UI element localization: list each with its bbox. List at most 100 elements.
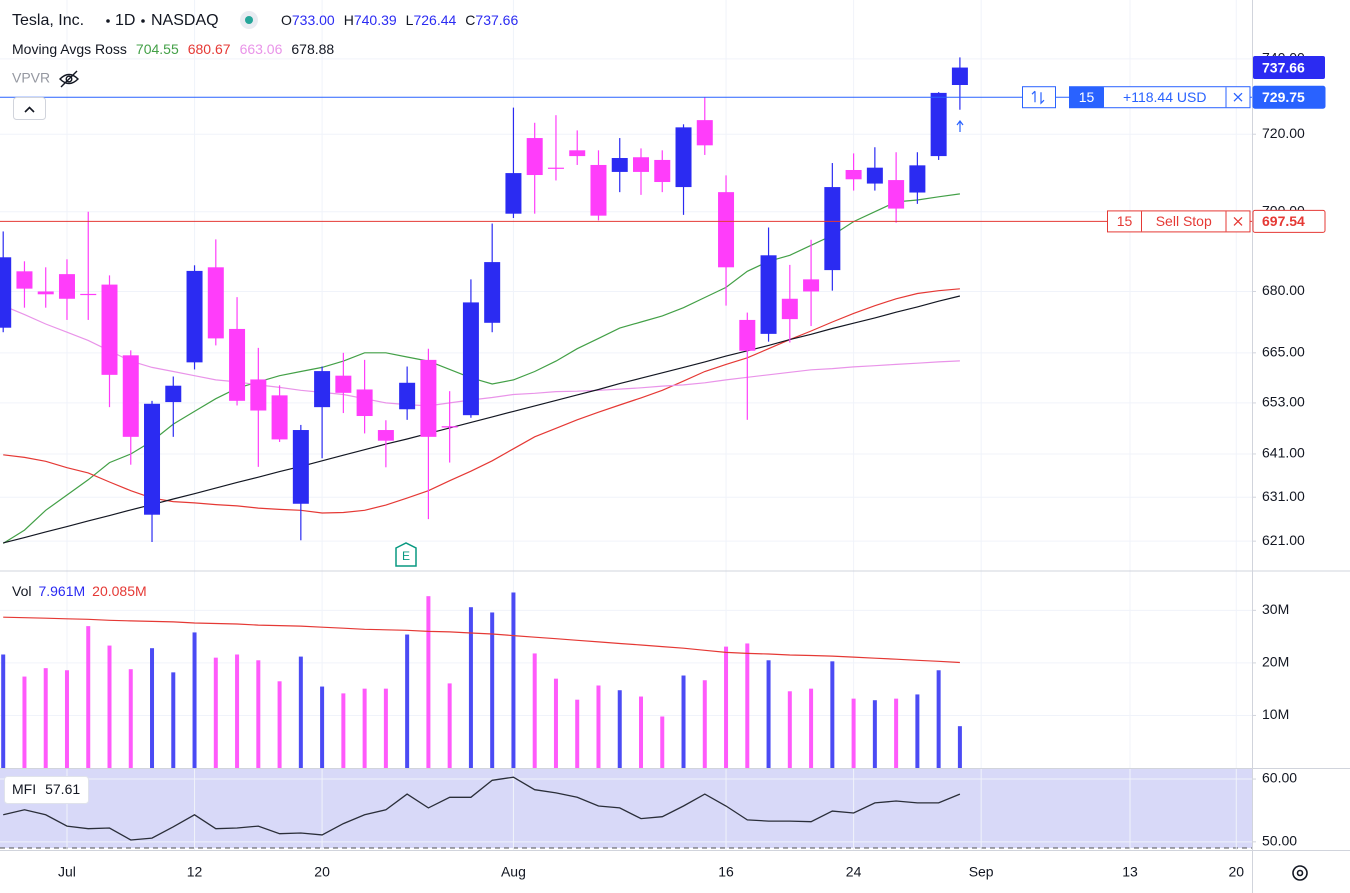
- candle-body: [165, 385, 182, 403]
- x-tick-label: 12: [187, 864, 203, 880]
- candle-body: [80, 293, 97, 296]
- moving-average: [3, 288, 960, 514]
- order-label: 15 +118.44 USD: [1022, 86, 1251, 109]
- volume-bar: [86, 626, 91, 768]
- ma-legend: Moving Avgs Ross 704.55 680.67 663.06 678.88: [12, 41, 334, 57]
- settings-button[interactable]: [1292, 865, 1308, 881]
- volume-bar: [511, 592, 516, 768]
- order-qty: 15: [1079, 89, 1095, 105]
- candle-body: [760, 255, 777, 334]
- volume-bar: [490, 612, 495, 768]
- hidden-indicator: VPVR: [12, 70, 50, 86]
- candle-body: [909, 165, 926, 193]
- candle-body: [207, 267, 224, 339]
- candle-body: [547, 167, 564, 169]
- mfi-value: 57.61: [45, 781, 80, 797]
- candle-body: [888, 180, 905, 209]
- mfi-band: [0, 769, 1252, 848]
- y-tick-label: 30M: [1262, 601, 1289, 617]
- hidden-eye-icon[interactable]: [59, 70, 79, 88]
- volume-bar: [766, 660, 771, 768]
- price-tag-label: 729.75: [1262, 89, 1305, 105]
- volume-bar: [43, 668, 48, 768]
- candle-body: [739, 319, 756, 351]
- y-tick-label: 665.00: [1262, 344, 1305, 360]
- candle-body: [845, 169, 862, 180]
- price-tag: [1252, 85, 1326, 109]
- candle-body: [824, 187, 841, 271]
- candle-body: [186, 270, 203, 363]
- interval: 1D: [115, 12, 135, 29]
- volume-bar: [1, 654, 6, 768]
- earnings-badge: [395, 542, 417, 567]
- y-tick-label: 631.00: [1262, 488, 1305, 504]
- volume-bar: [724, 646, 729, 768]
- moving-average: [3, 295, 961, 544]
- volume-bar: [22, 676, 27, 768]
- x-tick-label: 20: [314, 864, 330, 880]
- volume-bar: [426, 596, 431, 768]
- candle-body: [314, 371, 331, 408]
- candle-body: [250, 379, 267, 411]
- candle-body: [718, 192, 735, 268]
- order-text: +118.44 USD: [1123, 89, 1206, 105]
- close-button[interactable]: [1233, 92, 1243, 102]
- ohlc-legend: O733.00 H740.39 L726.44 C737.66: [281, 12, 518, 28]
- close-button[interactable]: [1233, 216, 1243, 226]
- separator: [106, 19, 110, 23]
- order-text: Sell Stop: [1156, 213, 1212, 229]
- candle-body: [526, 138, 543, 176]
- volume-bar: [681, 675, 686, 768]
- collapse-button[interactable]: [13, 97, 46, 120]
- price-pane: [0, 57, 1252, 544]
- volume-bar: [171, 672, 176, 768]
- candle-body: [420, 359, 437, 437]
- volume-bar: [235, 654, 240, 768]
- volume-bar: [341, 693, 346, 768]
- candle-body: [803, 279, 820, 292]
- candle-body: [356, 389, 373, 417]
- ma-title: Moving Avgs Ross: [12, 41, 127, 57]
- candle-body: [16, 271, 33, 289]
- x-tick-label: 24: [846, 864, 862, 880]
- candle-body: [58, 274, 75, 299]
- volume-bar: [64, 670, 69, 768]
- ohlc-value: 737.66: [475, 12, 518, 28]
- order-arrow: [956, 120, 964, 132]
- candle-body: [633, 157, 649, 172]
- ma-value: 680.67: [188, 41, 231, 57]
- y-tick-label: 680.00: [1262, 282, 1305, 298]
- grid: [0, 0, 1252, 850]
- overlays: E 15 +118.44 USD 729.75 15 Sell Stop 697.54 737…: [395, 56, 1326, 567]
- volume-bar: [830, 661, 835, 768]
- y-tick-label: 20M: [1262, 654, 1289, 670]
- ohlc-value: 726.44: [413, 12, 456, 28]
- volume-bar: [894, 698, 899, 768]
- volume-bar: [957, 726, 962, 768]
- y-tick-label: 641.00: [1262, 445, 1305, 461]
- volume-bar: [256, 660, 261, 768]
- x-tick-label: Jul: [58, 864, 76, 880]
- volume-bar: [575, 699, 580, 768]
- candle-body: [951, 67, 968, 85]
- x-tick-label: 16: [718, 864, 734, 880]
- volume-bar: [362, 688, 367, 768]
- volume-value: 7.961M: [38, 583, 85, 599]
- candle-body: [229, 328, 246, 401]
- volume-legend: Vol 7.961M 20.085M: [12, 583, 147, 599]
- ohlc-key: C: [465, 12, 475, 28]
- volume-bar: [936, 670, 941, 768]
- market-status-dot: [245, 16, 253, 24]
- candle-body: [122, 355, 139, 437]
- moving-average: [2, 193, 960, 544]
- candle-body: [271, 395, 288, 440]
- volume-bar: [383, 688, 388, 768]
- candle-body: [37, 291, 54, 295]
- ma-value: 663.06: [240, 41, 283, 57]
- candle-body: [399, 382, 416, 410]
- order-icon-box[interactable]: [1022, 86, 1056, 109]
- candle-body: [441, 426, 458, 428]
- volume-bar: [468, 607, 473, 768]
- axes: Jul1220Aug1624Sep1320740.00720.00700.006…: [58, 50, 1305, 880]
